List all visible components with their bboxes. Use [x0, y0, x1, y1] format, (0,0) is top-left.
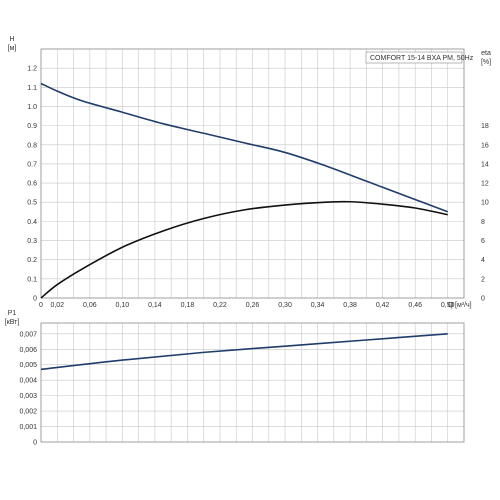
y-left-tick-label: 0,003 — [19, 393, 37, 400]
x-tick-label: 0,22 — [213, 302, 227, 309]
y-right-tick-label: 16 — [481, 142, 489, 149]
y-left-tick-label: 0,001 — [19, 424, 37, 431]
legend-box — [365, 51, 463, 64]
y-left-tick-label: 0.5 — [27, 200, 37, 207]
power-panel: 0 0,001 0,002 0,003 0,004 0,005 0,006 0,007 P1 [к… — [5, 310, 465, 447]
y-left-axis-label: H — [9, 36, 14, 43]
x-tick-label: 0,30 — [278, 302, 292, 309]
y-left-tick-label: 1.1 — [27, 85, 37, 92]
y-left-tick-label: 0,006 — [19, 347, 37, 354]
power-curve — [40, 333, 448, 371]
plot-frame — [40, 48, 465, 299]
y-left-tick-label: 0,004 — [19, 378, 37, 385]
y-right-tick-label: 2 — [481, 276, 485, 283]
y-right-tick-label: 4 — [481, 257, 485, 264]
x-tick-label: 0,50 — [441, 302, 455, 309]
y-left-tick-label: 0,007 — [19, 331, 37, 338]
plot-frame — [40, 322, 465, 443]
x-tick-label: 0,42 — [376, 302, 390, 309]
x-axis-label: Q — [448, 302, 454, 309]
y-right-axis-unit: [%] — [481, 59, 491, 66]
x-axis-unit: [м³/ч] — [455, 302, 472, 309]
y-left-axis-unit: [кВт] — [5, 319, 20, 326]
x-tick-label: 0,38 — [343, 302, 357, 309]
x-tick-label: 0,18 — [181, 302, 195, 309]
y-left-tick-label: 0,005 — [19, 362, 37, 369]
y-left-tick-label: 0.4 — [27, 219, 37, 226]
y-right-tick-label: 10 — [481, 200, 489, 207]
y-right-tick-label: 6 — [481, 238, 485, 245]
x-tick-label: 0,46 — [408, 302, 422, 309]
y-left-tick-label: 0.2 — [27, 257, 37, 264]
x-tick-label: 0 — [39, 302, 43, 309]
y-left-tick-label: 0.6 — [27, 181, 37, 188]
x-tick-label: 0,10 — [116, 302, 130, 309]
y-left-tick-label: 0.8 — [27, 142, 37, 149]
y-right-axis-label: eta — [481, 50, 491, 57]
y-left-tick-label: 0.3 — [27, 238, 37, 245]
x-tick-label: 0,14 — [148, 302, 162, 309]
y-left-axis-label: P1 — [8, 310, 17, 317]
y-left-tick-label: 1.0 — [27, 104, 37, 111]
x-tick-label: 0,34 — [311, 302, 325, 309]
y-right-tick-label: 14 — [481, 161, 489, 168]
y-right-tick-label: 0 — [481, 296, 485, 303]
y-left-tick-label: 0.7 — [27, 161, 37, 168]
y-left-tick-label: 0 — [33, 440, 37, 447]
y-right-tick-label: 18 — [481, 123, 489, 130]
efficiency-curve — [40, 200, 448, 299]
x-tick-label: 0,06 — [83, 302, 97, 309]
x-tick-label: 0,02 — [50, 302, 64, 309]
y-left-tick-label: 0 — [33, 296, 37, 303]
y-right-tick-label: 8 — [481, 219, 485, 226]
head-curve — [40, 82, 449, 213]
legend-label: COMFORT 15-14 BXA PM, 50Hz — [370, 55, 474, 62]
y-left-tick-label: 0,002 — [19, 409, 37, 416]
x-tick-label: 0,26 — [246, 302, 260, 309]
y-left-tick-label: 0.9 — [27, 123, 37, 130]
y-left-tick-label: 0.1 — [27, 276, 37, 283]
head-efficiency-panel: 0 0.1 0.2 0.3 0.4 0.5 0.6 0.7 0.8 0.9 1.0 1.1 1.2 H [м… — [8, 36, 491, 309]
y-left-axis-unit: [м] — [8, 45, 17, 52]
y-right-tick-label: 12 — [481, 181, 489, 188]
y-left-tick-label: 1.2 — [27, 66, 37, 73]
